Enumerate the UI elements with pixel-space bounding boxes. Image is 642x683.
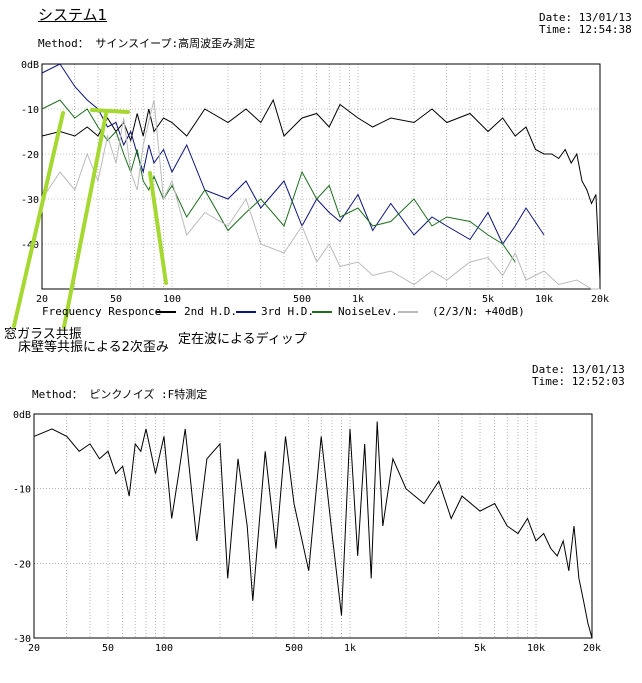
series-line-c1-s2 xyxy=(41,99,516,263)
y-tick-label: -20 xyxy=(13,559,31,570)
annotation-arrow xyxy=(62,112,108,329)
x-tick-label: 500 xyxy=(293,294,311,305)
annotation-arrow xyxy=(90,108,130,114)
x-tick-label: 20 xyxy=(28,643,40,654)
x-tick-label: 100 xyxy=(155,643,173,654)
annotation-wall-resonance: 床壁等共振による2次歪み xyxy=(18,340,169,355)
legend-2nd-label: 2nd H.D. xyxy=(184,305,237,318)
y-tick-label: -40 xyxy=(21,240,39,251)
x-tick-label: 1k xyxy=(344,643,356,654)
grid-c1 xyxy=(42,64,600,289)
plot-frame xyxy=(33,413,593,639)
grid-c2 xyxy=(34,414,592,638)
legend-3rd-label: 3rd H.D. xyxy=(261,305,314,318)
plot-frame xyxy=(41,63,601,290)
series-line-c1-s3 xyxy=(41,99,600,290)
x-tick-label: 50 xyxy=(110,294,122,305)
legend-freq-label: Frequency Responce xyxy=(42,305,162,318)
frequency-response-chart: 20 50 100 500 1k 5k 10k 20k 0dB -10 -20 -30 -40 xyxy=(12,60,609,329)
annotation-window-resonance: 窓ガラス共振 xyxy=(4,327,82,342)
y-tick-label: -30 xyxy=(13,634,31,645)
x-tick-label: 50 xyxy=(102,643,114,654)
date-label-1: Date: 13/01/13 xyxy=(539,11,632,24)
x-tick-label: 10k xyxy=(535,294,553,305)
time-label-1: Time: 12:54:38 xyxy=(539,23,632,36)
x-tick-label: 10k xyxy=(527,643,545,654)
y-tick-label: 0dB xyxy=(21,60,39,71)
annotation-arrow xyxy=(12,111,65,328)
annotation-standing-wave: 定在波によるディップ xyxy=(178,332,307,347)
x-tick-label: 500 xyxy=(285,643,303,654)
method-label-2: Method： ピンクノイズ :F特測定 xyxy=(32,388,208,401)
series-line-c2-s0 xyxy=(33,421,593,639)
series-line-c1-s0 xyxy=(41,98,601,281)
y-tick-label: 0dB xyxy=(13,410,31,421)
legend-note: (2/3/N: +40dB) xyxy=(432,305,525,318)
x-tick-label: 5k xyxy=(474,643,486,654)
y-tick-label: -20 xyxy=(21,150,39,161)
series-line-c1-s1 xyxy=(41,63,545,245)
time-label-2: Time: 12:52:03 xyxy=(532,375,625,388)
annotation-arrow xyxy=(148,171,168,285)
x-tick-label: 20 xyxy=(36,294,48,305)
x-tick-label: 5k xyxy=(482,294,494,305)
x-tick-label: 100 xyxy=(163,294,181,305)
date-label-2: Date: 13/01/13 xyxy=(532,363,625,376)
method-label-1: Method： サインスイープ:高周波歪み測定 xyxy=(38,37,256,50)
system-title: システム1 xyxy=(38,6,108,24)
y-tick-label: -30 xyxy=(21,195,39,206)
y-tick-label: -10 xyxy=(13,485,31,496)
y-tick-label: -10 xyxy=(21,105,39,116)
x-tick-label: 20k xyxy=(591,294,609,305)
x-tick-label: 20k xyxy=(583,643,601,654)
x-tick-label: 1k xyxy=(352,294,364,305)
legend-noise-label: NoiseLev. xyxy=(338,305,398,318)
